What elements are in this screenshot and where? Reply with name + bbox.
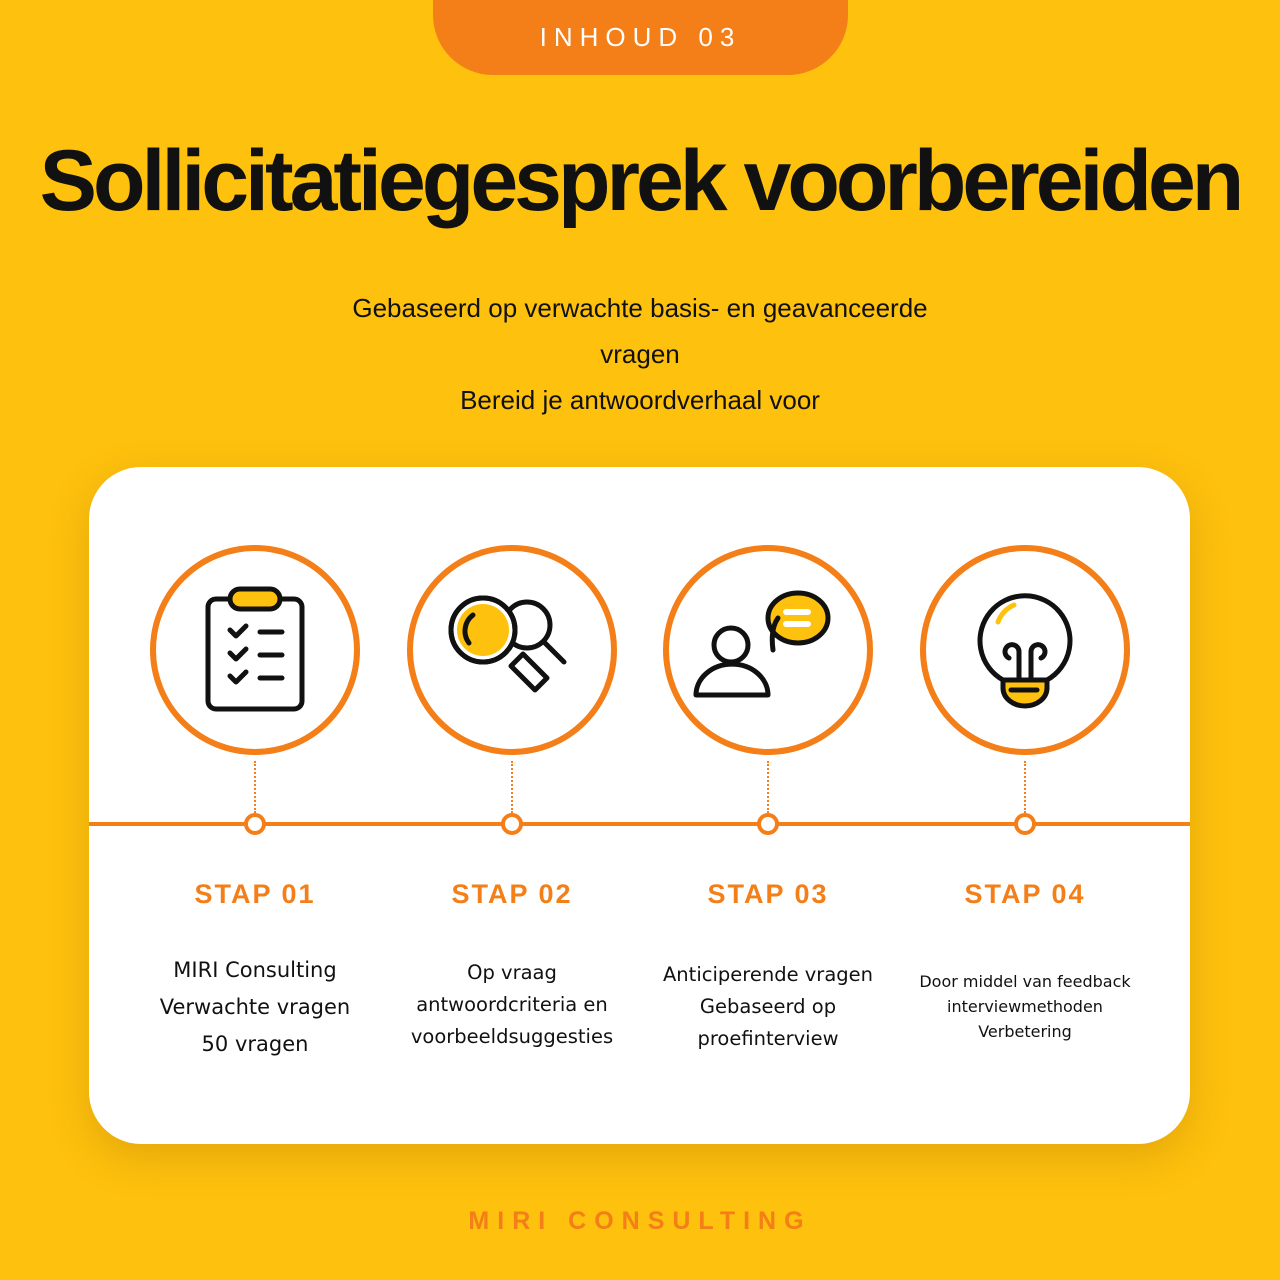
timeline-node — [244, 813, 266, 835]
step-description: Door middel van feedback interviewmethod… — [895, 969, 1155, 1044]
step-label: STAP 02 — [451, 879, 573, 909]
desc-line: MIRI Consulting — [173, 958, 337, 982]
section-tab: INHOUD 03 — [433, 0, 848, 75]
desc-line: Gebaseerd op — [699, 995, 837, 1018]
person-speech-bubble-icon — [693, 590, 831, 698]
desc-line: Door middel van feedback — [919, 972, 1131, 991]
lightbulb-icon — [977, 593, 1073, 709]
subtitle-line: Gebaseerd op verwachte basis- en geavanc… — [352, 293, 928, 323]
step-icon-circle — [150, 545, 360, 755]
connector-dots — [1024, 761, 1026, 813]
timeline-node — [501, 813, 523, 835]
step-icon-circle — [920, 545, 1130, 755]
subtitle: Gebaseerd op verwachte basis- en geavanc… — [0, 285, 1280, 423]
subtitle-line: vragen — [600, 339, 680, 369]
subtitle-line: Bereid je antwoordverhaal voor — [460, 385, 820, 415]
desc-line: interviewmethoden — [947, 997, 1103, 1016]
step-label: STAP 01 — [194, 879, 316, 909]
step-label: STAP 04 — [964, 879, 1086, 909]
brand-footer: MIRI CONSULTING — [468, 1207, 812, 1235]
desc-line: Verbetering — [978, 1022, 1072, 1041]
connector-dots — [511, 761, 513, 813]
timeline-node — [757, 813, 779, 835]
desc-line: voorbeeldsuggesties — [410, 1025, 614, 1048]
timeline-line — [89, 822, 1190, 826]
step-icon-circle — [663, 545, 873, 755]
timeline-node — [1014, 813, 1036, 835]
step-description: MIRI Consulting Verwachte vragen 50 vrag… — [125, 952, 385, 1063]
steps-card: STAP 01 MIRI Consulting Verwachte vragen… — [89, 467, 1190, 1144]
desc-line: Verwachte vragen — [159, 995, 351, 1019]
page-title: Sollicitatiegesprek voorbereiden — [39, 133, 1245, 229]
section-tab-label: INHOUD 03 — [539, 22, 742, 52]
desc-line: Anticiperende vragen — [662, 963, 874, 986]
magnifying-glass-icon — [448, 595, 567, 693]
desc-line: proefinterview — [697, 1027, 839, 1050]
desc-line: Op vraag — [467, 961, 557, 984]
desc-line: antwoordcriteria en — [416, 993, 608, 1016]
step-icon-circle — [407, 545, 617, 755]
connector-dots — [767, 761, 769, 813]
desc-line: 50 vragen — [201, 1032, 309, 1056]
step-label: STAP 03 — [707, 879, 829, 909]
connector-dots — [254, 761, 256, 813]
step-description: Anticiperende vragen Gebaseerd op proefi… — [638, 959, 898, 1055]
step-description: Op vraag antwoordcriteria en voorbeeldsu… — [382, 957, 642, 1053]
clipboard-checklist-icon — [205, 586, 305, 712]
